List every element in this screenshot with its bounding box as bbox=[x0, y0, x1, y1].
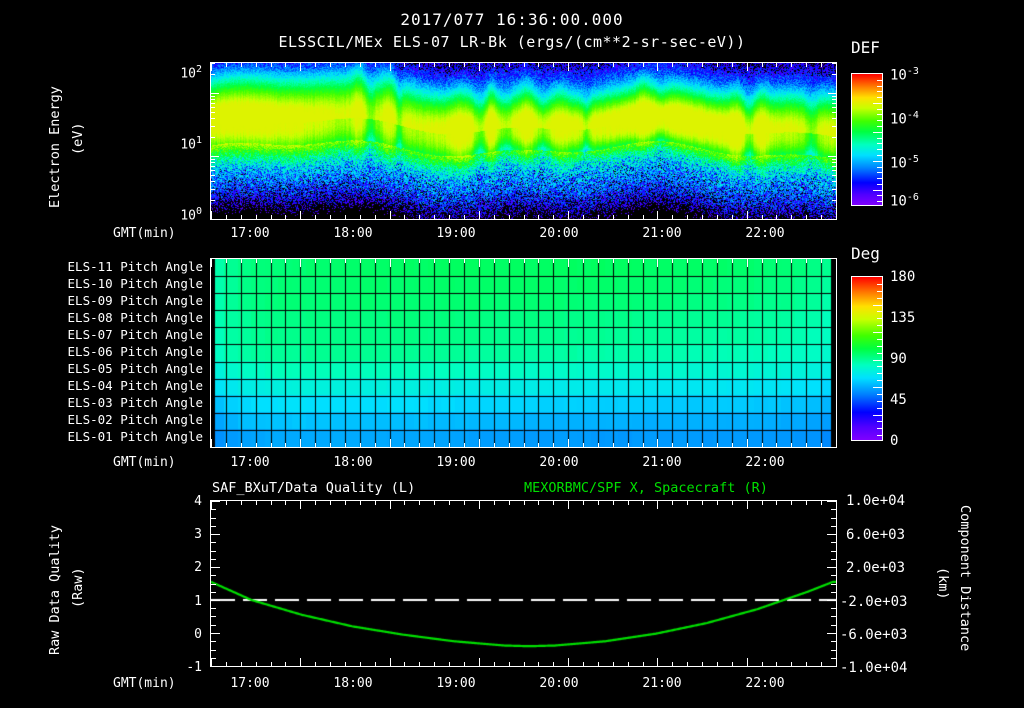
panel1-ytick-1e2: 102 bbox=[152, 64, 202, 81]
pitch-angle-row-label-3: ELS-03 Pitch Angle bbox=[67, 395, 203, 411]
pitch-angle-row-label-10: ELS-10 Pitch Angle bbox=[67, 275, 203, 291]
page-subtitle: ELSSCIL/MEx ELS-07 LR-Bk (ergs/(cm**2-sr… bbox=[278, 33, 746, 51]
panel3-ytick-1: 1 bbox=[194, 594, 202, 609]
panel3-xtick-5: 22:00 bbox=[745, 676, 785, 691]
panel1-xtick-4: 21:00 bbox=[642, 226, 682, 241]
deg-colorbar-tick-45: 45 bbox=[890, 392, 907, 408]
panel1-xtick-0: 17:00 bbox=[230, 226, 270, 241]
def-tick3-mantissa: 10 bbox=[890, 193, 907, 210]
page-title-datetime: 2017/077 16:36:00.000 bbox=[400, 10, 624, 29]
electron-energy-spectrogram-panel[interactable] bbox=[210, 62, 837, 220]
def-tick2-mantissa: 10 bbox=[890, 155, 907, 172]
panel1-ytick-1e0-mantissa: 10 bbox=[180, 208, 196, 224]
def-tick0-mantissa: 10 bbox=[890, 67, 907, 84]
panel3-ytick-0: 0 bbox=[194, 627, 202, 642]
panel2-xtick-2: 19:00 bbox=[436, 455, 476, 470]
panel3-xtick-3: 20:00 bbox=[539, 676, 579, 691]
panel2-xlabel: GMT(min) bbox=[113, 455, 176, 470]
panel1-ytick-1e0-exp: 0 bbox=[195, 206, 202, 217]
def-tick1-mantissa: 10 bbox=[890, 111, 907, 128]
panel1-ytick-1e2-exp: 2 bbox=[195, 64, 202, 75]
pitch-angle-row-label-2: ELS-02 Pitch Angle bbox=[67, 412, 203, 428]
deg-colorbar-title: Deg bbox=[851, 244, 880, 263]
panel1-ytick-1e1-exp: 1 bbox=[195, 135, 202, 146]
deg-colorbar-tick-180: 180 bbox=[890, 269, 916, 285]
panel3-ytick-3: 3 bbox=[194, 527, 202, 542]
panel2-xtick-1: 18:00 bbox=[333, 455, 373, 470]
panel1-xtick-3: 20:00 bbox=[539, 226, 579, 241]
def-colorbar-title: DEF bbox=[851, 38, 880, 57]
pitch-angle-row-label-6: ELS-06 Pitch Angle bbox=[67, 344, 203, 359]
panel3-ytick-4: 4 bbox=[194, 494, 202, 509]
panel1-ytick-1e1: 101 bbox=[152, 135, 202, 152]
def-tick0-exp: -3 bbox=[906, 66, 919, 77]
panel1-ylabel-line2: (eV) bbox=[70, 122, 86, 155]
panel3-ylabel-left-line2: (Raw) bbox=[70, 567, 86, 608]
panel2-xtick-5: 22:00 bbox=[745, 455, 785, 470]
deg-colorbar-tick-135: 135 bbox=[890, 310, 916, 326]
def-colorbar-tick-3: 10-6 bbox=[890, 192, 919, 210]
panel3-ylabel-left-line1: Raw Data Quality bbox=[47, 524, 63, 655]
panel2-xtick-4: 21:00 bbox=[642, 455, 682, 470]
panel3-xlabel: GMT(min) bbox=[113, 676, 176, 691]
spectrogram-canvas bbox=[211, 63, 836, 219]
panel3-ytick-right-3: -2.0e+03 bbox=[840, 594, 908, 610]
pitch-angle-canvas bbox=[211, 259, 836, 447]
panel3-ylabel-right-line1: Component Distance bbox=[957, 505, 973, 652]
deg-colorbar-ticks bbox=[873, 277, 882, 440]
def-tick3-exp: -6 bbox=[906, 192, 919, 203]
panel3-xtick-4: 21:00 bbox=[642, 676, 682, 691]
panel3-ytick-right-1: 6.0e+03 bbox=[846, 527, 906, 543]
pitch-angle-row-label-11: ELS-11 Pitch Angle bbox=[67, 258, 203, 274]
panel1-ytick-1e0: 100 bbox=[152, 206, 202, 223]
panel1-xtick-5: 22:00 bbox=[745, 226, 785, 241]
def-colorbar[interactable] bbox=[851, 73, 883, 206]
def-colorbar-tick-1: 10-4 bbox=[890, 110, 919, 128]
panel3-ylabel-right-line2: (km) bbox=[935, 567, 951, 600]
pitch-angle-row-label-1: ELS-01 Pitch Angle bbox=[67, 429, 203, 445]
panel3-ytick-m1: -1 bbox=[186, 660, 202, 675]
def-colorbar-ticks bbox=[873, 74, 882, 205]
pitch-angle-row-label-4: ELS-04 Pitch Angle bbox=[67, 378, 203, 394]
data-quality-panel[interactable] bbox=[210, 500, 837, 667]
panel1-xtick-1: 18:00 bbox=[333, 226, 373, 241]
panel3-title-left: SAF_BXuT/Data Quality (L) bbox=[212, 480, 416, 496]
deg-colorbar-tick-0: 0 bbox=[890, 433, 899, 449]
panel3-ytick-right-2: 2.0e+03 bbox=[846, 560, 906, 576]
pitch-angle-row-label-7: ELS-07 Pitch Angle bbox=[67, 326, 203, 342]
panel2-xtick-0: 17:00 bbox=[230, 455, 270, 470]
panel1-ytick-1e2-mantissa: 10 bbox=[180, 66, 196, 82]
panel3-ytick-2: 2 bbox=[194, 560, 202, 575]
panel3-ytick-right-4: -6.0e+03 bbox=[840, 627, 908, 643]
def-tick1-exp: -4 bbox=[906, 110, 919, 121]
deg-colorbar-tick-90: 90 bbox=[890, 351, 907, 367]
panel1-xtick-2: 19:00 bbox=[436, 226, 476, 241]
panel3-xtick-0: 17:00 bbox=[230, 676, 270, 691]
def-colorbar-tick-2: 10-5 bbox=[890, 154, 919, 172]
def-tick2-exp: -5 bbox=[906, 154, 919, 165]
panel3-ytick-right-0: 1.0e+04 bbox=[846, 493, 906, 509]
panel1-xlabel: GMT(min) bbox=[113, 226, 176, 241]
panel3-xtick-2: 19:00 bbox=[436, 676, 476, 691]
panel1-ylabel-line1: Electron Energy bbox=[47, 86, 63, 208]
pitch-angle-panel[interactable] bbox=[210, 258, 837, 448]
pitch-angle-row-label-9: ELS-09 Pitch Angle bbox=[67, 292, 203, 308]
panel3-xtick-1: 18:00 bbox=[333, 676, 373, 691]
data-quality-canvas bbox=[211, 501, 836, 666]
pitch-angle-row-label-8: ELS-08 Pitch Angle bbox=[67, 309, 203, 325]
def-colorbar-tick-0: 10-3 bbox=[890, 66, 919, 84]
panel3-ytick-right-5: -1.0e+04 bbox=[840, 660, 908, 676]
pitch-angle-row-label-5: ELS-05 Pitch Angle bbox=[67, 361, 203, 377]
panel2-xtick-3: 20:00 bbox=[539, 455, 579, 470]
panel1-ytick-1e1-mantissa: 10 bbox=[180, 137, 196, 153]
deg-colorbar[interactable] bbox=[851, 276, 883, 441]
panel3-title-right: MEXORBMC/SPF X, Spacecraft (R) bbox=[524, 480, 768, 496]
